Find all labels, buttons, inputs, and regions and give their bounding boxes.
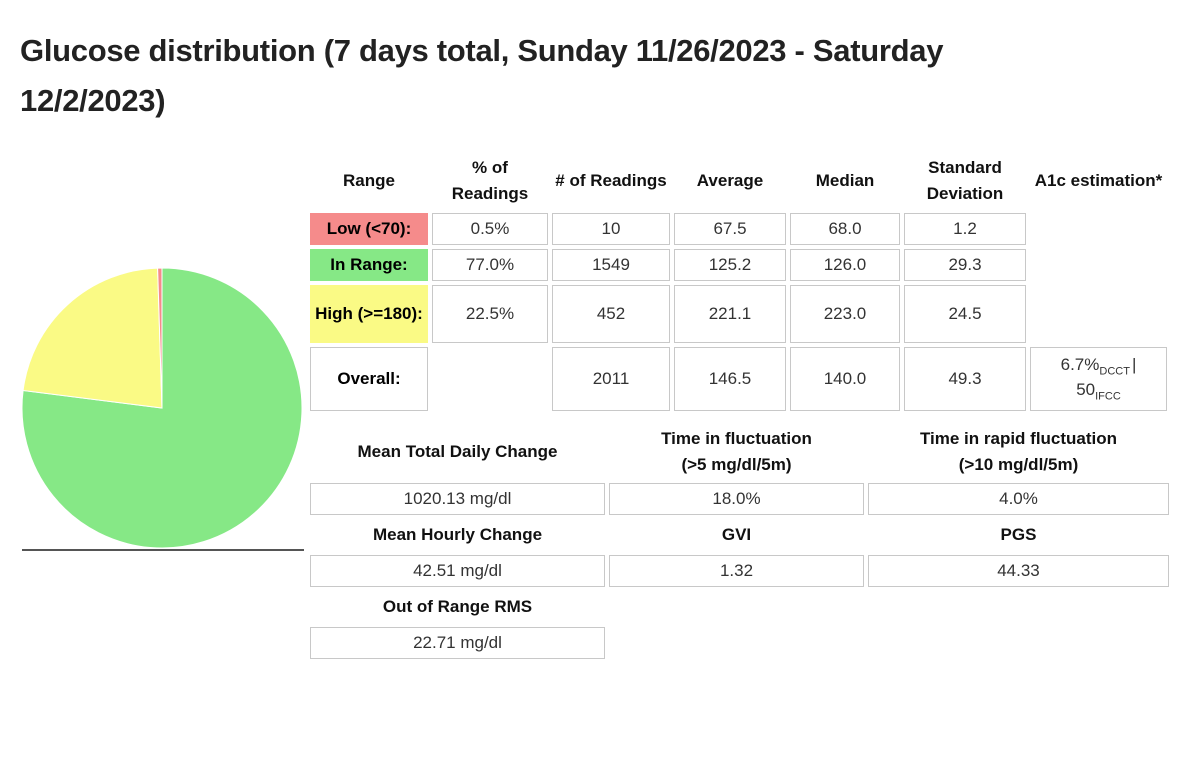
high-pct-value: 22.5% (432, 285, 548, 343)
stats-value-row-2: 42.51 mg/dl 1.32 44.33 (310, 555, 1169, 587)
table-row-high: High (>=180): 22.5% 452 221.1 223.0 24.5 (310, 285, 1167, 343)
stat-value-out-of-range-rms: 22.71 mg/dl (310, 627, 605, 659)
stats-header-row-3: Out of Range RMS (310, 591, 1169, 623)
stat-label-mean-total-daily-change: Mean Total Daily Change (357, 441, 558, 461)
low-median-value: 68.0 (790, 213, 900, 245)
table-header-row: Range % of Readings # of Readings Averag… (310, 153, 1167, 209)
stat-value-gvi: 1.32 (609, 555, 864, 587)
stat-label-gvi: GVI (721, 524, 752, 544)
table-row-overall: Overall: 2011 146.5 140.0 49.3 6.7%DCCT |… (310, 347, 1167, 411)
pie-slice-high-180 (22, 267, 163, 409)
a1c-ifcc-value: 50 (1076, 380, 1096, 399)
in-range-count-value: 1549 (552, 249, 670, 281)
overall-count-value: 2011 (552, 347, 670, 411)
stats-value-row-1: 1020.13 mg/dl 18.0% 4.0% (310, 483, 1169, 515)
table-row-in-range: In Range: 77.0% 1549 125.2 126.0 29.3 (310, 249, 1167, 281)
stat-value-time-in-fluctuation: 18.0% (609, 483, 864, 515)
overall-median-value: 140.0 (790, 347, 900, 411)
in-range-label: In Range: (310, 249, 428, 281)
a1c-dcct-unit: DCCT (1099, 365, 1130, 378)
high-count-value: 452 (552, 285, 670, 343)
column-header-num-readings: # of Readings (555, 170, 667, 190)
low-average-value: 67.5 (674, 213, 786, 245)
table-row-low: Low (<70): 0.5% 10 67.5 68.0 1.2 (310, 213, 1167, 245)
pie-slice-low-70 (157, 267, 163, 409)
stat-value-pgs: 44.33 (868, 555, 1169, 587)
column-header-std-deviation: Standard Deviation (926, 157, 1004, 203)
low-count-value: 10 (552, 213, 670, 245)
stat-label-time-in-fluctuation: Time in fluctuation (>5 mg/dl/5m) (661, 428, 812, 474)
page-title: Glucose distribution (7 days total, Sund… (20, 33, 944, 118)
stats-header-row-2: Mean Hourly Change GVI PGS (310, 519, 1169, 551)
stat-value-mean-total-daily-change: 1020.13 mg/dl (310, 483, 605, 515)
variability-stats-table: Mean Total Daily Change Time in fluctuat… (306, 421, 1173, 663)
empty-cell (868, 591, 1169, 623)
overall-average-value: 146.5 (674, 347, 786, 411)
high-a1c-empty-cell (1030, 285, 1167, 343)
low-a1c-empty-cell (1030, 213, 1167, 245)
stats-header-row-1: Mean Total Daily Change Time in fluctuat… (310, 425, 1169, 479)
high-range-label: High (>=180): (310, 285, 428, 343)
stat-label-pgs: PGS (1000, 524, 1037, 544)
low-range-label: Low (<70): (310, 213, 428, 245)
stats-value-row-3: 22.71 mg/dl (310, 627, 1169, 659)
overall-range-label: Overall: (310, 347, 428, 411)
pie-chart-baseline (22, 549, 304, 551)
low-stddev-value: 1.2 (904, 213, 1026, 245)
glucose-pie-chart (21, 267, 303, 549)
pie-chart-container (20, 266, 304, 550)
stat-label-time-in-rapid-fluctuation: Time in rapid fluctuation (>10 mg/dl/5m) (919, 428, 1118, 474)
high-median-value: 223.0 (790, 285, 900, 343)
column-header-range: Range (343, 170, 395, 190)
in-range-median-value: 126.0 (790, 249, 900, 281)
in-range-average-value: 125.2 (674, 249, 786, 281)
column-header-pct-readings: % of Readings (451, 157, 529, 203)
high-average-value: 221.1 (674, 285, 786, 343)
overall-a1c-value: 6.7%DCCT | 50IFCC (1030, 347, 1167, 411)
a1c-dcct-line: 6.7%DCCT | (1034, 354, 1163, 379)
pie-slice-in-range (21, 267, 303, 549)
in-range-stddev-value: 29.3 (904, 249, 1026, 281)
a1c-separator: | (1131, 354, 1137, 374)
column-header-a1c-estimation: A1c estimation* (1034, 170, 1163, 190)
empty-cell (609, 591, 864, 623)
column-header-average: Average (696, 170, 764, 190)
a1c-dcct-value: 6.7% (1060, 354, 1100, 374)
a1c-ifcc-unit: IFCC (1095, 390, 1121, 403)
stat-label-mean-hourly-change: Mean Hourly Change (372, 524, 543, 544)
high-stddev-value: 24.5 (904, 285, 1026, 343)
stat-label-out-of-range-rms: Out of Range RMS (382, 596, 533, 616)
stat-value-mean-hourly-change: 42.51 mg/dl (310, 555, 605, 587)
stat-value-time-in-rapid-fluctuation: 4.0% (868, 483, 1169, 515)
in-range-pct-value: 77.0% (432, 249, 548, 281)
empty-cell (868, 627, 1169, 659)
low-pct-value: 0.5% (432, 213, 548, 245)
in-range-a1c-empty-cell (1030, 249, 1167, 281)
overall-pct-empty-cell (432, 347, 548, 411)
a1c-ifcc-line: 50IFCC (1034, 379, 1163, 404)
column-header-median: Median (815, 170, 875, 190)
overall-stddev-value: 49.3 (904, 347, 1026, 411)
empty-cell (609, 627, 864, 659)
glucose-distribution-table: Range % of Readings # of Readings Averag… (306, 149, 1171, 415)
